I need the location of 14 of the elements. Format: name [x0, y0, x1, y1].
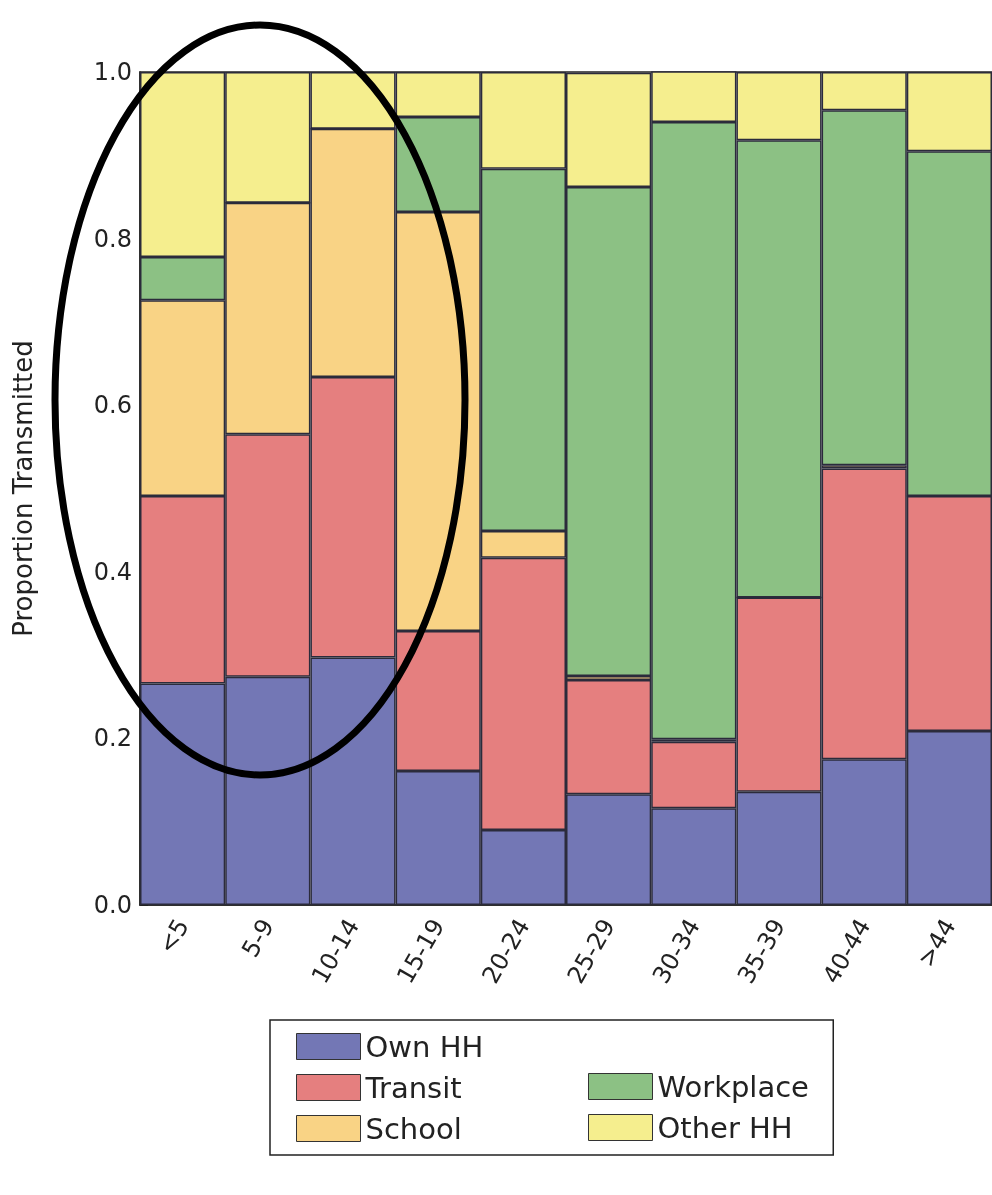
legend-label: Other HH	[657, 1110, 793, 1145]
y-tick-label: 1.0	[93, 58, 132, 86]
y-tick-label: 0.8	[93, 224, 132, 253]
x-tick-label: <5	[152, 914, 195, 959]
legend-label: School	[365, 1111, 462, 1146]
legend-label: Transit	[364, 1070, 462, 1105]
legend-label: Workplace	[657, 1069, 809, 1104]
y-tick-label: 0.4	[93, 557, 132, 586]
y-tick-label: 0.0	[93, 891, 132, 919]
legend-label: Own HH	[365, 1029, 484, 1064]
y-tick-label: 0.6	[93, 391, 132, 420]
x-tick-label: 5-9	[236, 914, 280, 962]
y-tick-label: 0.2	[93, 724, 132, 753]
y-axis-title: Proportion Transmitted	[8, 340, 38, 637]
